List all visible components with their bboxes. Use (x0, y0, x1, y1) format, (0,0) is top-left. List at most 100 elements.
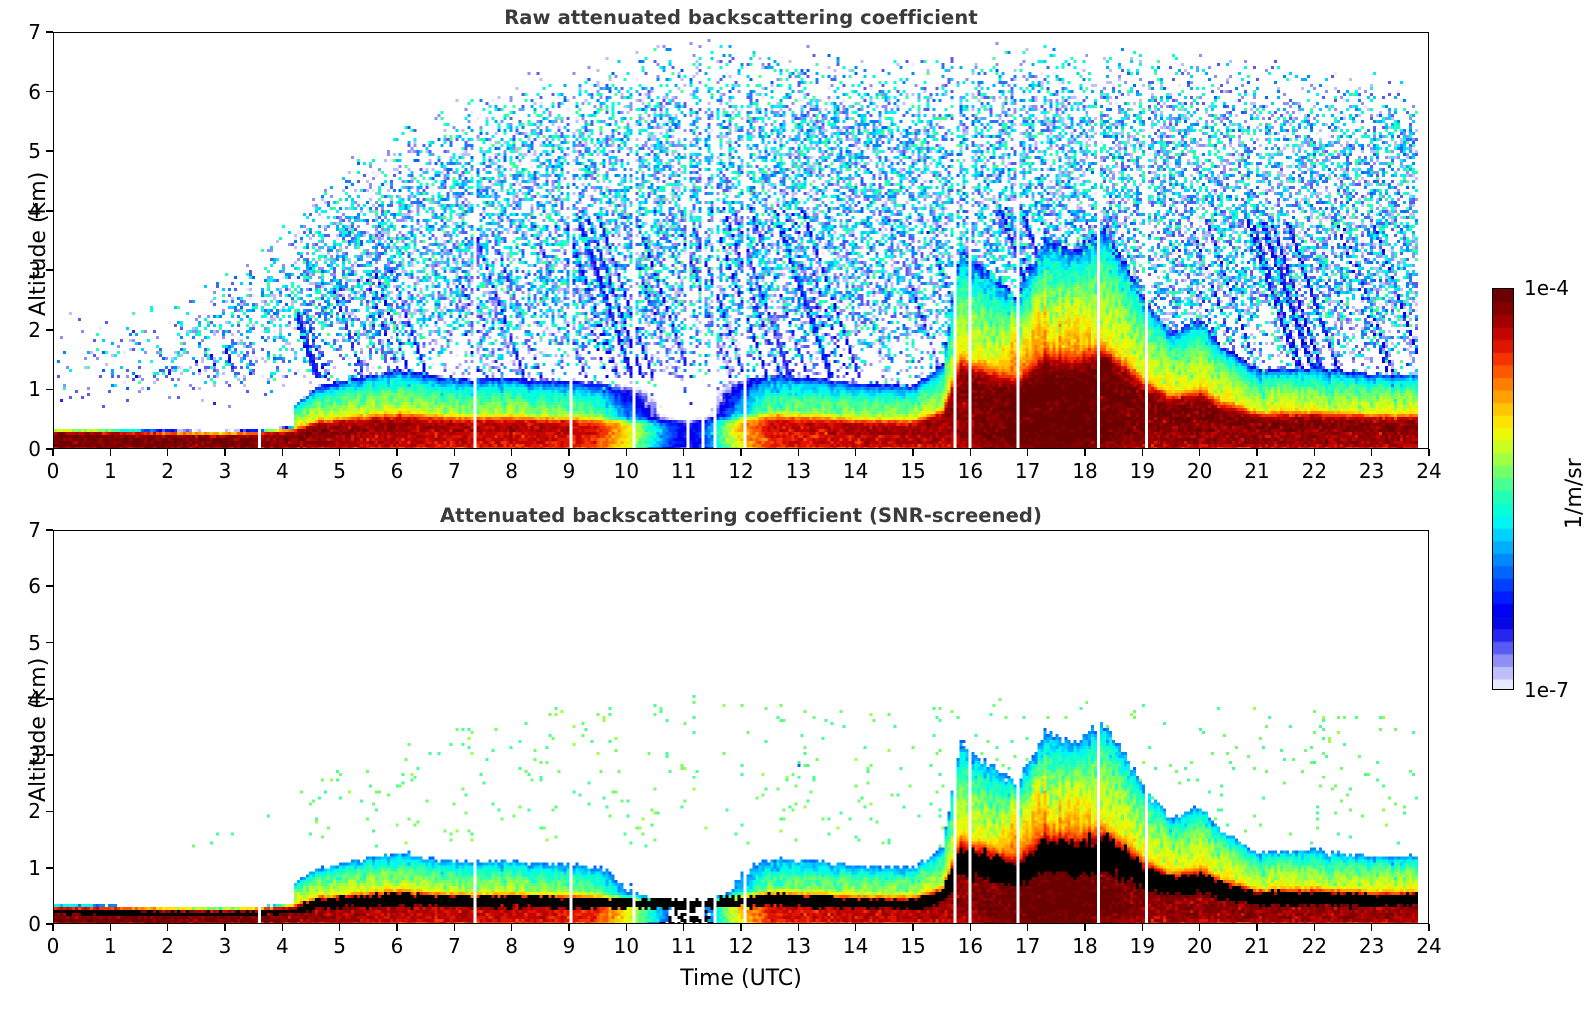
x-tick-label: 6 (390, 459, 404, 483)
x-tick-label: 0 (46, 459, 60, 483)
y-tick (46, 329, 53, 331)
y-tick (46, 529, 53, 531)
x-tick-label: 15 (900, 459, 926, 483)
x-tick (1198, 449, 1201, 456)
x-tick (740, 924, 742, 931)
y-tick-label: 6 (28, 79, 41, 104)
colorbar-max-label: 1e-4 (1524, 276, 1569, 300)
y-tick (46, 448, 53, 450)
x-tick (1141, 924, 1144, 931)
x-tick (625, 449, 628, 456)
x-tick (740, 449, 742, 456)
x-tick-label: 23 (1358, 459, 1385, 483)
y-tick (46, 641, 53, 644)
x-tick-label: 21 (1244, 459, 1270, 483)
y-tick-label: 1 (28, 377, 41, 402)
x-tick-label: 18 (1072, 459, 1098, 483)
x-axis-title: Time (UTC) (680, 966, 802, 991)
x-tick-label: 14 (842, 934, 869, 958)
x-tick (109, 449, 112, 456)
x-tick (224, 924, 226, 931)
x-tick-label: 11 (670, 459, 697, 483)
x-tick (1026, 449, 1029, 456)
x-tick (1370, 924, 1373, 931)
x-tick-label: 16 (957, 459, 984, 483)
x-tick (453, 449, 456, 456)
x-tick-label: 10 (613, 459, 640, 483)
x-tick-label: 10 (613, 934, 640, 958)
y-tick-label: 5 (28, 630, 41, 655)
x-tick (453, 924, 456, 931)
x-tick (396, 449, 398, 456)
x-tick (682, 449, 685, 456)
x-tick-label: 14 (842, 459, 869, 483)
y-tick-label: 0 (28, 912, 41, 936)
x-tick (797, 449, 800, 456)
x-tick (166, 449, 169, 456)
y-tick-label: 3 (28, 743, 41, 768)
x-tick-label: 4 (275, 459, 289, 483)
x-tick-label: 21 (1244, 934, 1270, 958)
x-tick (396, 924, 398, 931)
x-tick-label: 13 (785, 459, 812, 483)
y-tick-label: 5 (28, 139, 41, 164)
y-tick (46, 269, 53, 272)
x-tick (1370, 449, 1373, 456)
x-tick (1313, 449, 1316, 456)
x-tick-label: 5 (333, 934, 347, 958)
x-tick (338, 924, 341, 931)
y-axis-title: Altitude (km) (26, 171, 51, 316)
x-tick (568, 449, 570, 456)
panel-title-raw: Raw attenuated backscattering coefficien… (504, 6, 978, 29)
x-tick-label: 22 (1301, 934, 1328, 958)
y-tick-label: 4 (28, 686, 41, 711)
y-tick (46, 209, 53, 212)
y-tick (46, 698, 53, 700)
x-tick-label: 3 (218, 934, 232, 958)
x-tick (166, 924, 169, 931)
x-tick-label: 5 (333, 459, 347, 483)
x-tick (281, 449, 284, 456)
colorbar-title: 1/m/sr (1562, 458, 1587, 529)
x-tick-label: 2 (161, 459, 175, 483)
x-tick (510, 449, 513, 456)
x-tick-label: 2 (161, 934, 175, 958)
x-tick-label: 16 (957, 934, 984, 958)
x-tick (568, 924, 570, 931)
x-tick (1141, 449, 1144, 456)
x-tick-label: 19 (1129, 459, 1156, 483)
x-tick (281, 924, 284, 931)
y-axis-title: Altitude (km) (26, 657, 51, 802)
y-tick-label: 0 (28, 437, 41, 461)
x-tick-label: 6 (390, 934, 404, 958)
x-tick (1026, 924, 1029, 931)
x-tick-label: 11 (670, 934, 697, 958)
x-tick (912, 449, 914, 456)
y-tick-label: 2 (28, 799, 41, 824)
y-tick-label: 7 (28, 518, 41, 542)
x-tick-label: 4 (275, 934, 289, 958)
y-tick (46, 810, 53, 813)
x-tick (1256, 924, 1258, 931)
x-tick (797, 924, 800, 931)
y-tick (46, 150, 53, 152)
x-tick (224, 449, 226, 456)
x-tick-label: 8 (505, 459, 519, 483)
x-tick (912, 924, 914, 931)
y-tick-label: 3 (28, 258, 41, 283)
x-tick (854, 924, 857, 931)
colorbar (1492, 288, 1514, 690)
x-tick-label: 9 (562, 459, 576, 483)
x-tick-label: 13 (785, 934, 812, 958)
plot-area-screened (53, 530, 1429, 924)
x-tick (682, 924, 685, 931)
x-tick (1428, 924, 1430, 931)
x-tick (969, 449, 972, 456)
y-tick (46, 388, 53, 391)
x-tick-label: 15 (900, 934, 926, 958)
x-tick (1084, 449, 1086, 456)
y-tick-label: 7 (28, 20, 41, 44)
y-tick (46, 866, 53, 869)
x-tick-label: 24 (1416, 459, 1442, 483)
